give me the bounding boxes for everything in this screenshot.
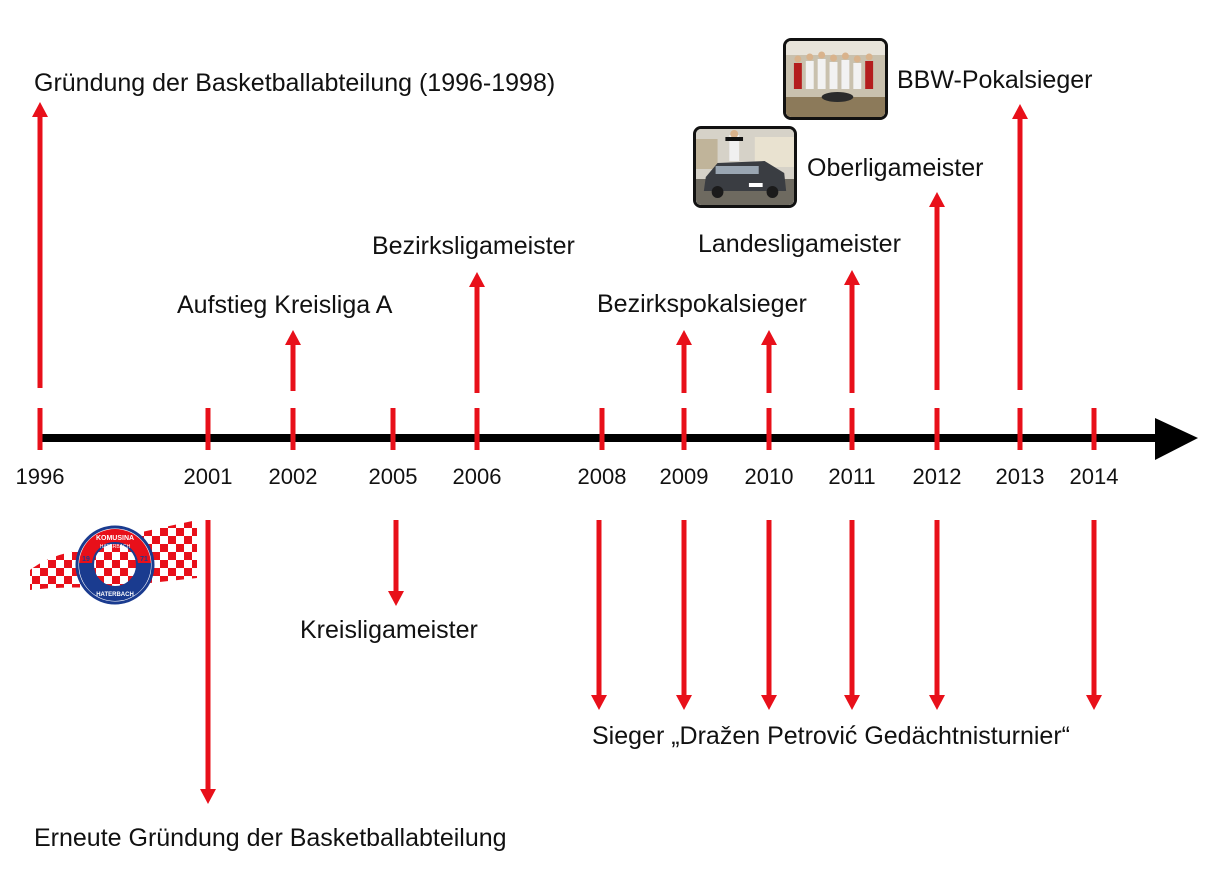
event-2013-bbw-cup: BBW-Pokalsieger (897, 66, 1093, 94)
logo-left-number: 19 (82, 556, 90, 563)
year-label-2001: 2001 (183, 464, 233, 489)
arrow-up-1996 (32, 102, 48, 388)
event-2002-promotion: Aufstieg Kreisliga A (177, 291, 393, 319)
arrow-up-2006 (469, 272, 485, 393)
logo-top-text: KOMUSINA (96, 535, 134, 542)
team-photo (783, 38, 888, 120)
event-2012-upper-league: Oberligameister (807, 154, 984, 182)
event-2008-2014-tournament: Sieger „Dražen Petrović Gedächtnisturnie… (592, 722, 1070, 750)
arrow-up-2002 (285, 330, 301, 391)
arrow-down-2012 (929, 520, 945, 710)
year-label-2013: 2013 (995, 464, 1045, 489)
logo-right-number: 71 (140, 556, 148, 563)
event-2006-district-champion: Bezirksligameister (372, 232, 575, 260)
event-2005-county-champion: Kreisligameister (300, 616, 478, 644)
timeline-axis-arrowhead (1155, 418, 1198, 460)
year-label-2002: 2002 (268, 464, 318, 489)
arrow-down-2010 (761, 520, 777, 710)
arrow-down-2014 (1086, 520, 1102, 710)
arrow-up-2009 (676, 330, 692, 393)
car-celebration-photo (693, 126, 797, 208)
year-label-2011: 2011 (828, 464, 876, 489)
year-label-2009: 2009 (659, 464, 709, 489)
year-label-2006: 2006 (452, 464, 502, 489)
event-2011-state-league: Landesligameister (698, 230, 901, 258)
year-label-2014: 2014 (1069, 464, 1119, 489)
event-1996-founding: Gründung der Basketballabteilung (1996-1… (34, 69, 556, 97)
logo-middle-text: HATERBACH (100, 544, 131, 550)
arrow-up-2012 (929, 192, 945, 390)
year-label-1996: 1996 (15, 464, 65, 489)
arrow-down-2005 (388, 520, 404, 606)
club-logo: KOMUSINA HATERBACH HATERBACH 19 71 (30, 520, 197, 605)
arrow-down-2009 (676, 520, 692, 710)
year-label-2005: 2005 (368, 464, 418, 489)
year-label-2010: 2010 (744, 464, 794, 489)
arrow-up-2010 (761, 330, 777, 393)
year-label-2008: 2008 (577, 464, 627, 489)
logo-bottom-text: HATERBACH (96, 592, 134, 598)
event-2001-refounding: Erneute Gründung der Basketballabteilung (34, 824, 507, 852)
arrow-up-2011 (844, 270, 860, 393)
arrow-down-2001 (200, 520, 216, 804)
event-2009-district-cup: Bezirkspokalsieger (597, 290, 807, 318)
arrow-up-2013 (1012, 104, 1028, 390)
arrow-down-2008 (591, 520, 607, 710)
arrow-down-2011 (844, 520, 860, 710)
year-label-2012: 2012 (912, 464, 962, 489)
